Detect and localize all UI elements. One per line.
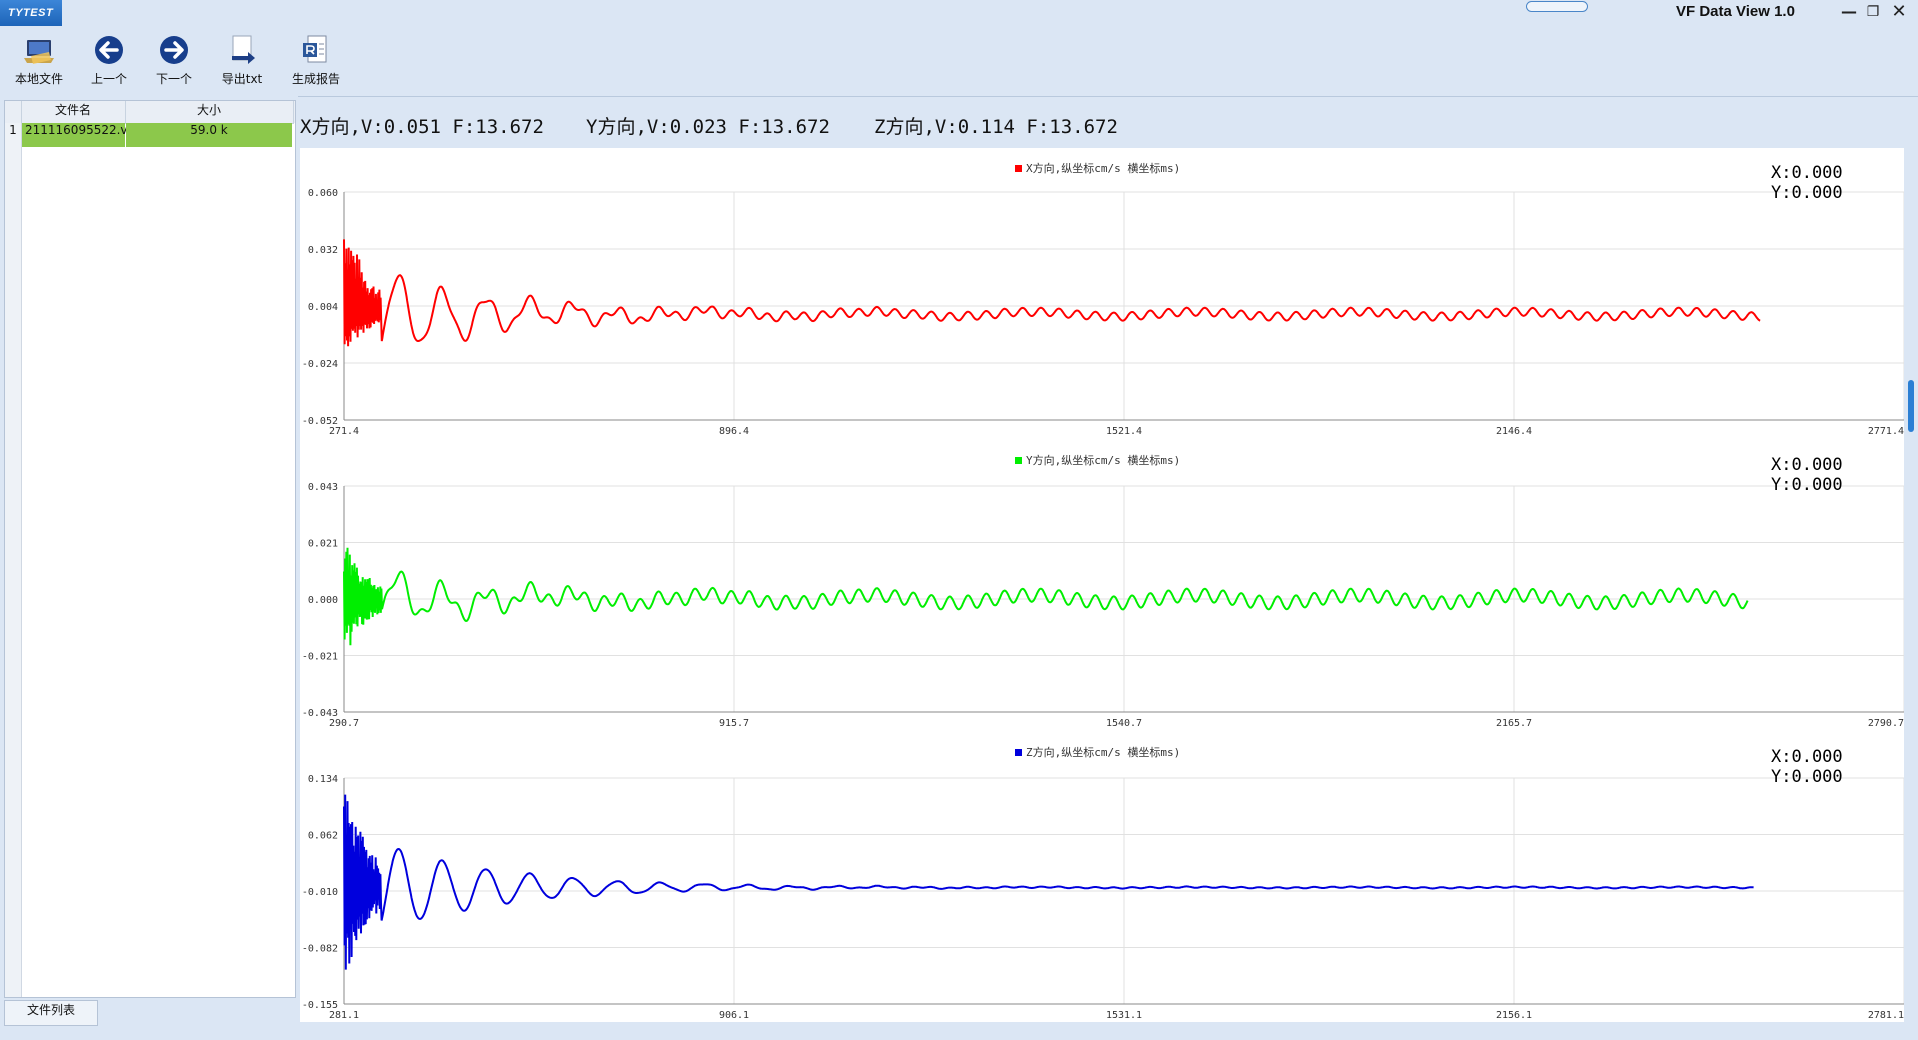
cursor-x-readout: X:0.000 bbox=[1771, 455, 1843, 475]
y-tick-label: -0.010 bbox=[302, 887, 338, 898]
cursor-y-readout: Y:0.000 bbox=[1771, 767, 1843, 787]
row-number-column bbox=[5, 123, 22, 997]
export-txt-button[interactable]: 导出txt bbox=[211, 34, 273, 94]
x-tick-label: 2790.7 bbox=[1868, 718, 1904, 729]
y-tick-label: -0.155 bbox=[302, 1000, 338, 1011]
y-tick-label: 0.062 bbox=[308, 831, 338, 842]
x-tick-label: 2771.4 bbox=[1868, 426, 1904, 437]
y-tick-label: -0.082 bbox=[302, 944, 338, 955]
series-line-1 bbox=[343, 547, 1749, 646]
local-file-button[interactable]: 本地文件 bbox=[8, 34, 70, 94]
next-button[interactable]: 下一个 bbox=[143, 34, 205, 94]
legend-swatch-2 bbox=[1015, 749, 1022, 756]
x-tick-label: 2165.7 bbox=[1496, 718, 1532, 729]
chart-title-0: X方向,纵坐标cm/s 横坐标ms) bbox=[1026, 161, 1180, 175]
readout-y: Y方向,V:0.023 F:13.672 bbox=[586, 116, 830, 138]
chart-title-1: Y方向,纵坐标cm/s 横坐标ms) bbox=[1026, 453, 1180, 467]
y-tick-label: 0.021 bbox=[308, 539, 338, 550]
toolbar: 本地文件 上一个 下一个 导出txt 生成报告 bbox=[0, 26, 1918, 97]
cursor-y-readout: Y:0.000 bbox=[1771, 183, 1843, 203]
legend-swatch-1 bbox=[1015, 457, 1022, 464]
header-size[interactable]: 大小 bbox=[125, 101, 294, 124]
y-tick-label: -0.052 bbox=[302, 416, 338, 427]
previous-button[interactable]: 上一个 bbox=[78, 34, 140, 94]
x-tick-label: 896.4 bbox=[719, 426, 749, 437]
logo-text: TYTEST bbox=[8, 7, 54, 19]
cursor-x-readout: X:0.000 bbox=[1771, 747, 1843, 767]
row-index: 1 bbox=[9, 123, 17, 137]
export-txt-label: 导出txt bbox=[221, 72, 263, 86]
y-tick-label: 0.134 bbox=[308, 774, 338, 785]
series-line-0 bbox=[343, 239, 1761, 347]
y-tick-label: 0.032 bbox=[308, 245, 338, 256]
grid-header: 文件名 大小 bbox=[5, 101, 295, 124]
cursor-y-readout: Y:0.000 bbox=[1771, 475, 1843, 495]
y-tick-label: 0.004 bbox=[308, 302, 338, 313]
charts-svg[interactable]: X方向,纵坐标cm/s 横坐标ms) 0.060 0.032 0.004 -0.024 -… bbox=[300, 148, 1905, 1022]
chart-area: X方向,纵坐标cm/s 横坐标ms) 0.060 0.032 0.004 -0.024 -… bbox=[300, 148, 1905, 1022]
x-tick-label: 2146.4 bbox=[1496, 426, 1532, 437]
generate-report-label: 生成报告 bbox=[291, 72, 340, 86]
header-rownum bbox=[5, 101, 22, 124]
x-tick-label: 915.7 bbox=[719, 718, 749, 729]
arrow-left-icon bbox=[95, 36, 123, 64]
row-filename[interactable]: 211116095522.vf bbox=[22, 123, 132, 147]
series-line-2 bbox=[343, 794, 1754, 970]
y-tick-label: 0.043 bbox=[308, 482, 338, 493]
title-bar: TYTEST VF Data View 1.0 — ❐ ✕ bbox=[0, 0, 1918, 28]
close-button[interactable]: ✕ bbox=[1891, 1, 1907, 22]
laptop-folder-icon bbox=[24, 40, 54, 64]
legend-swatch-0 bbox=[1015, 165, 1022, 172]
x-tick-label: 2156.1 bbox=[1496, 1010, 1532, 1021]
app-title: VF Data View 1.0 bbox=[1676, 3, 1795, 20]
x-tick-label: 1521.4 bbox=[1106, 426, 1142, 437]
chart-title-2: Z方向,纵坐标cm/s 横坐标ms) bbox=[1026, 745, 1180, 759]
row-size[interactable]: 59.0 k bbox=[126, 123, 292, 147]
previous-label: 上一个 bbox=[90, 72, 127, 86]
readout-x: X方向,V:0.051 F:13.672 bbox=[300, 116, 544, 138]
y-tick-label: 0.000 bbox=[308, 595, 338, 606]
export-txt-icon bbox=[232, 35, 255, 64]
cursor-x-readout: X:0.000 bbox=[1771, 163, 1843, 183]
generate-report-button[interactable]: 生成报告 bbox=[285, 34, 347, 94]
scroll-handle[interactable] bbox=[1908, 380, 1914, 432]
x-tick-label: 281.1 bbox=[329, 1010, 359, 1021]
x-tick-label: 290.7 bbox=[329, 718, 359, 729]
x-tick-label: 271.4 bbox=[329, 426, 359, 437]
y-tick-label: -0.021 bbox=[302, 652, 338, 663]
readout-z: Z方向,V:0.114 F:13.672 bbox=[874, 116, 1118, 138]
local-file-label: 本地文件 bbox=[14, 72, 63, 86]
x-tick-label: 1531.1 bbox=[1106, 1010, 1142, 1021]
y-tick-label: 0.060 bbox=[308, 188, 338, 199]
next-label: 下一个 bbox=[155, 72, 192, 86]
table-row[interactable]: 1 211116095522.vf 59.0 k bbox=[5, 123, 295, 147]
file-list-panel: 文件名 大小 1 211116095522.vf 59.0 k 文件列表 bbox=[0, 96, 298, 1026]
report-doc-icon bbox=[303, 35, 327, 63]
x-tick-label: 1540.7 bbox=[1106, 718, 1142, 729]
arrow-right-icon bbox=[160, 36, 188, 64]
x-tick-label: 906.1 bbox=[719, 1010, 749, 1021]
y-tick-label: -0.024 bbox=[302, 359, 338, 370]
header-filename[interactable]: 文件名 bbox=[21, 101, 126, 124]
tab-file-list[interactable]: 文件列表 bbox=[4, 1000, 98, 1026]
status-pill bbox=[1526, 1, 1588, 12]
readout-bar: X方向,V:0.051 F:13.672 Y方向,V:0.023 F:13.67… bbox=[300, 100, 1918, 146]
x-tick-label: 2781.1 bbox=[1868, 1010, 1904, 1021]
minimize-button[interactable]: — bbox=[1841, 2, 1857, 21]
file-grid: 文件名 大小 1 211116095522.vf 59.0 k bbox=[4, 100, 296, 998]
app-logo[interactable]: TYTEST bbox=[0, 0, 62, 28]
maximize-button[interactable]: ❐ bbox=[1866, 4, 1880, 20]
y-tick-label: -0.043 bbox=[302, 708, 338, 719]
